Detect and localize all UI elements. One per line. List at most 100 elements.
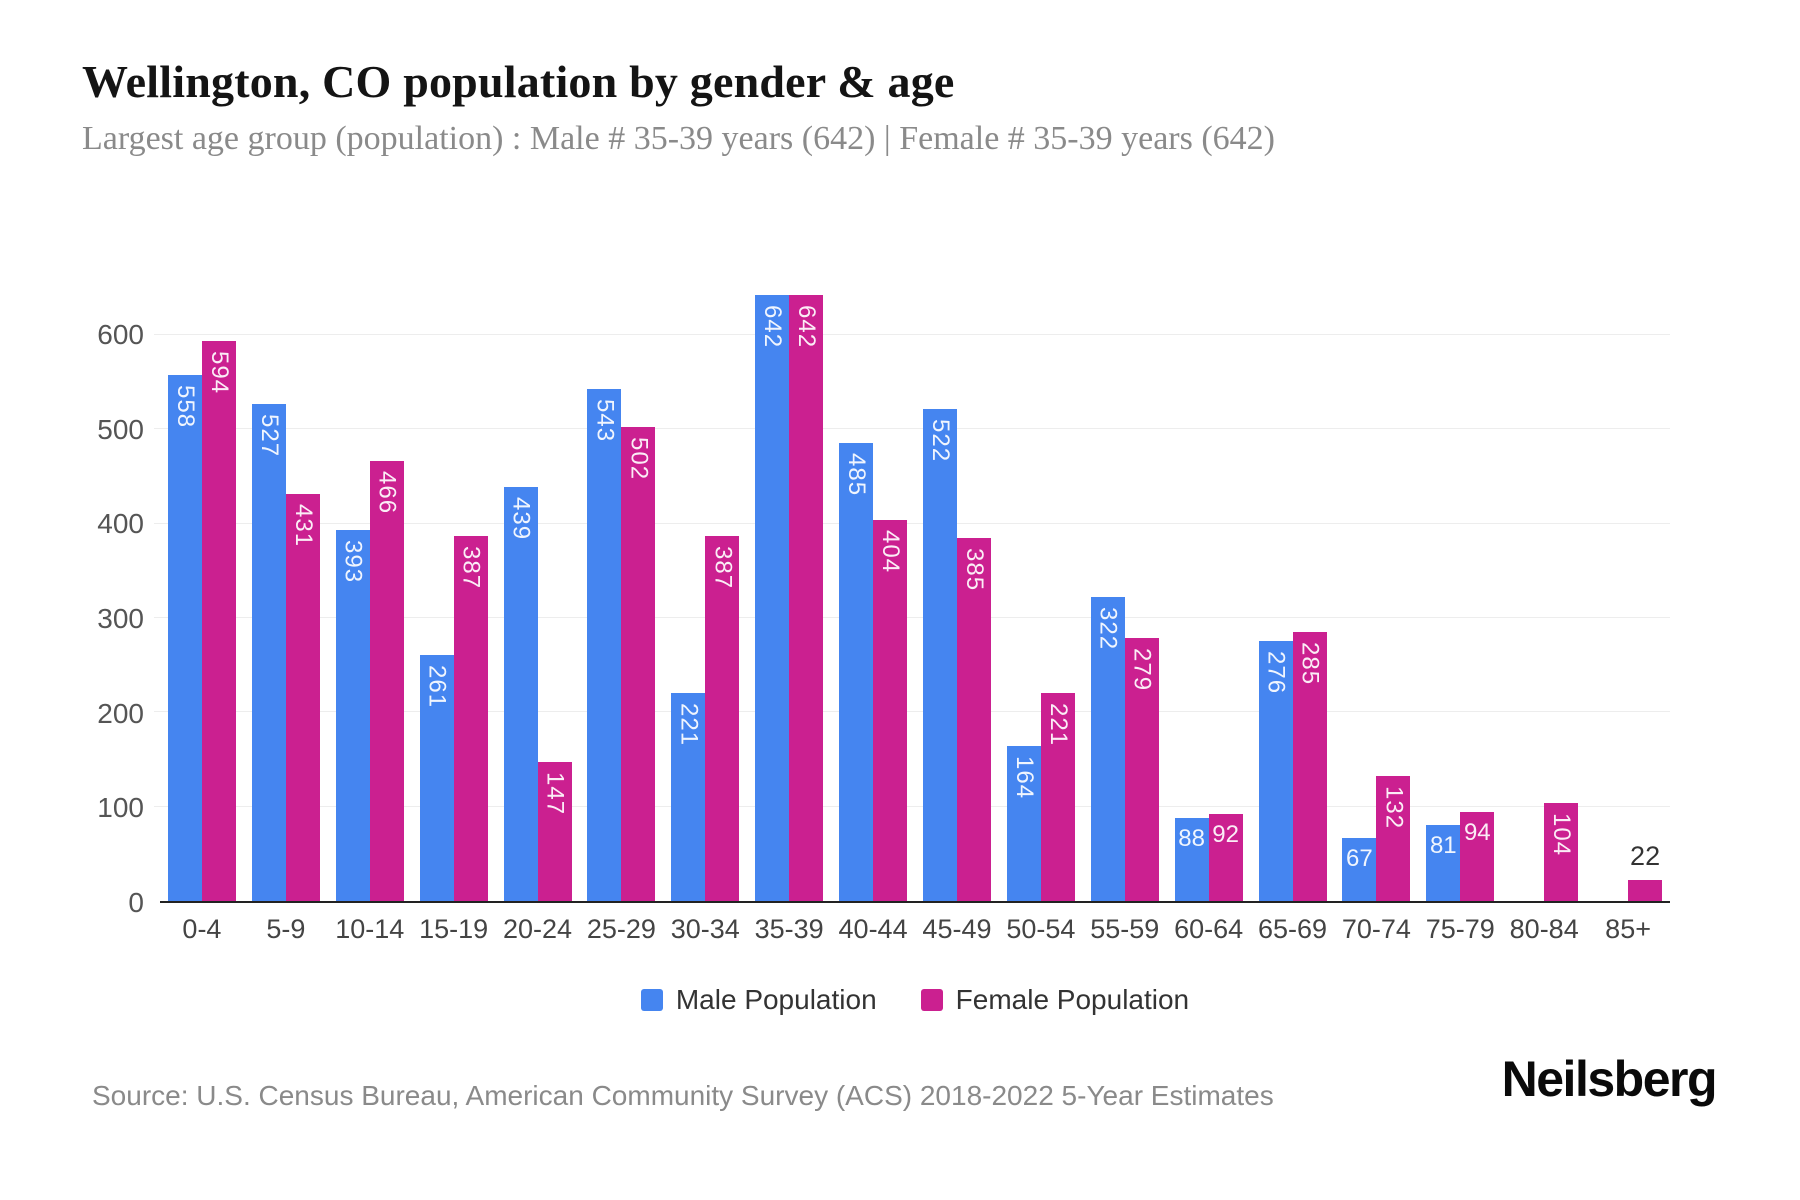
bar-male-50-54[interactable]: 164 <box>1006 746 1041 901</box>
bar-value-label: 276 <box>1262 650 1290 694</box>
x-axis-label: 75-79 <box>1425 914 1495 944</box>
gridline <box>154 333 1670 335</box>
bar-group-75-79: 81 94 <box>1418 250 1502 901</box>
x-axis-label: 55-59 <box>1090 914 1160 944</box>
gridline <box>154 805 1670 807</box>
bar-group-10-14: 393 466 <box>328 250 412 901</box>
bar-female-10-14[interactable]: 466 <box>369 461 404 901</box>
bar-value-label: 522 <box>926 418 954 462</box>
bar-male-5-9[interactable]: 527 <box>251 403 286 901</box>
bar-female-65-69[interactable]: 285 <box>1292 632 1327 901</box>
gridline <box>154 428 1670 430</box>
bar-female-5-9[interactable]: 431 <box>285 494 320 901</box>
bar-value-label: 439 <box>507 496 535 540</box>
bar-male-25-29[interactable]: 543 <box>587 388 622 901</box>
y-axis-tick-label: 300 <box>97 603 144 635</box>
bar-male-55-59[interactable]: 322 <box>1090 597 1125 901</box>
bar-value-label: 279 <box>1128 647 1156 691</box>
bar-male-45-49[interactable]: 522 <box>922 408 957 901</box>
y-axis-tick-label: 500 <box>97 413 144 445</box>
bar-female-45-49[interactable]: 385 <box>956 537 991 901</box>
bar-female-75-79[interactable]: 94 <box>1460 812 1495 901</box>
bar-value-label: 104 <box>1548 812 1576 856</box>
bar-value-label: 485 <box>843 453 871 497</box>
y-axis-tick-label: 0 <box>128 887 144 918</box>
bar-value-label: 466 <box>373 471 401 515</box>
bar-male-65-69[interactable]: 276 <box>1258 640 1293 901</box>
bar-value-label: 147 <box>541 772 569 816</box>
bar-male-10-14[interactable]: 393 <box>335 530 370 901</box>
bar-female-60-64[interactable]: 92 <box>1208 814 1243 901</box>
bar-value-label: 642 <box>793 305 821 349</box>
bar-female-50-54[interactable]: 221 <box>1040 692 1075 901</box>
source-attribution: Source: U.S. Census Bureau, American Com… <box>92 1080 1274 1111</box>
x-axis-label: 40-44 <box>838 914 908 944</box>
bar-male-15-19[interactable]: 261 <box>419 654 454 901</box>
bar-value-label: 92 <box>1212 821 1239 849</box>
bar-female-35-39[interactable]: 642 <box>789 295 824 901</box>
legend-swatch-female <box>920 989 943 1011</box>
chart-subtitle: Largest age group (population) : Male # … <box>82 120 1276 157</box>
x-axis-label: 60-64 <box>1174 914 1244 944</box>
bar-value-label: 261 <box>423 664 451 708</box>
bar-value-label: 285 <box>1296 642 1324 686</box>
plot-area: 558 594 527 431 393 466 261 387 439 147 543 502 221 3… <box>154 250 1670 903</box>
bar-male-40-44[interactable]: 485 <box>839 443 874 901</box>
bar-group-50-54: 164 221 <box>999 250 1083 901</box>
legend-item-male[interactable]: Male Population <box>640 984 877 1016</box>
x-axis-label: 50-54 <box>1006 914 1076 944</box>
bar-value-label: 642 <box>759 305 787 349</box>
bar-group-40-44: 485 404 <box>831 250 915 901</box>
gridline <box>154 616 1670 618</box>
bar-female-70-74[interactable]: 132 <box>1376 776 1411 901</box>
bar-value-label: 22 <box>1630 841 1661 872</box>
x-axis-label: 45-49 <box>922 914 992 944</box>
neilsberg-logo: Neilsberg <box>1501 1051 1718 1107</box>
bar-value-label: 543 <box>591 398 619 442</box>
bar-value-label: 502 <box>625 437 653 481</box>
bar-value-label: 387 <box>709 545 737 589</box>
bar-male-70-74[interactable]: 67 <box>1342 837 1377 901</box>
bar-value-label: 387 <box>457 545 485 589</box>
legend-swatch-male <box>640 989 663 1011</box>
bar-group-55-59: 322 279 <box>1083 250 1167 901</box>
bar-female-40-44[interactable]: 404 <box>873 519 908 901</box>
bar-value-label: 164 <box>1010 756 1038 800</box>
x-axis-label: 85+ <box>1605 914 1651 944</box>
y-axis-tick-label: 100 <box>97 792 144 824</box>
bar-female-20-24[interactable]: 147 <box>537 762 572 901</box>
bar-male-75-79[interactable]: 81 <box>1426 824 1461 901</box>
bar-value-label: 221 <box>1044 702 1072 746</box>
bar-female-15-19[interactable]: 387 <box>453 535 488 901</box>
x-axis: 0-4 5-9 10-14 15-19 20-24 25-29 30-34 35-39 40-4… <box>160 914 1670 945</box>
legend-item-female[interactable]: Female Population <box>920 984 1189 1016</box>
bar-female-30-34[interactable]: 387 <box>705 535 740 901</box>
y-axis-tick-label: 600 <box>97 319 144 351</box>
bar-value-label: 132 <box>1380 786 1408 830</box>
bar-male-35-39[interactable]: 642 <box>755 295 790 901</box>
x-axis-label: 10-14 <box>335 914 405 944</box>
bar-female-0-4[interactable]: 594 <box>201 340 236 901</box>
bar-male-0-4[interactable]: 558 <box>167 374 202 901</box>
bar-female-80-84[interactable]: 104 <box>1544 802 1579 901</box>
bar-female-25-29[interactable]: 502 <box>621 427 656 901</box>
bar-male-20-24[interactable]: 439 <box>503 486 538 901</box>
gridline <box>154 522 1670 524</box>
x-axis-label: 70-74 <box>1341 914 1411 944</box>
bar-male-60-64[interactable]: 88 <box>1174 817 1209 901</box>
bar-group-85+: 22 <box>1586 250 1670 901</box>
bar-value-label: 81 <box>1429 831 1457 859</box>
bar-group-25-29: 543 502 <box>579 250 663 901</box>
bar-female-55-59[interactable]: 279 <box>1124 637 1159 901</box>
gridline <box>154 711 1670 713</box>
bar-value-label: 404 <box>877 529 905 573</box>
x-axis-label: 30-34 <box>670 914 740 944</box>
legend: Male Population Female Population <box>160 984 1670 1016</box>
legend-label-male: Male Population <box>675 984 877 1015</box>
bar-group-80-84: 104 <box>1502 250 1586 901</box>
bar-group-20-24: 439 147 <box>496 250 580 901</box>
bar-male-30-34[interactable]: 221 <box>671 692 706 901</box>
bar-female-85+[interactable]: 22 <box>1628 841 1663 901</box>
bar-value-label: 431 <box>289 504 317 548</box>
